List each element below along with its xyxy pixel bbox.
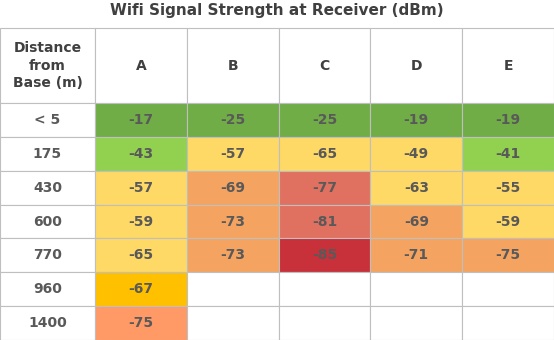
Text: -71: -71 xyxy=(404,248,429,262)
Bar xyxy=(0,28,95,103)
Text: -67: -67 xyxy=(129,282,153,296)
Text: -75: -75 xyxy=(495,248,521,262)
Bar xyxy=(95,306,187,340)
Bar xyxy=(0,103,95,137)
Text: A: A xyxy=(136,58,146,72)
Bar xyxy=(279,171,371,205)
Text: D: D xyxy=(411,58,422,72)
Bar xyxy=(187,306,279,340)
Text: 960: 960 xyxy=(33,282,62,296)
Bar xyxy=(187,238,279,272)
Text: -59: -59 xyxy=(129,215,153,228)
Text: -65: -65 xyxy=(312,147,337,161)
Bar xyxy=(187,103,279,137)
Bar xyxy=(279,103,371,137)
Bar xyxy=(462,137,554,171)
Text: < 5: < 5 xyxy=(34,113,60,127)
Bar xyxy=(462,238,554,272)
Bar xyxy=(95,238,187,272)
Bar xyxy=(371,238,462,272)
Bar xyxy=(462,306,554,340)
Text: -69: -69 xyxy=(404,215,429,228)
Bar xyxy=(462,103,554,137)
Text: 1400: 1400 xyxy=(28,316,67,330)
Bar xyxy=(462,171,554,205)
Text: -41: -41 xyxy=(495,147,521,161)
Bar xyxy=(95,205,187,238)
Text: Distance
from
Base (m): Distance from Base (m) xyxy=(13,41,83,90)
Text: -43: -43 xyxy=(129,147,153,161)
Text: -19: -19 xyxy=(495,113,521,127)
Text: -17: -17 xyxy=(129,113,153,127)
Text: -57: -57 xyxy=(220,147,245,161)
Text: B: B xyxy=(227,58,238,72)
Bar xyxy=(462,205,554,238)
Bar xyxy=(0,306,95,340)
Bar xyxy=(0,272,95,306)
Text: -77: -77 xyxy=(312,181,337,194)
Text: -65: -65 xyxy=(129,248,153,262)
Bar xyxy=(95,137,187,171)
Bar xyxy=(279,137,371,171)
Bar xyxy=(371,103,462,137)
Text: -73: -73 xyxy=(220,248,245,262)
Bar xyxy=(371,306,462,340)
Text: -57: -57 xyxy=(129,181,153,194)
Text: 770: 770 xyxy=(33,248,62,262)
Bar xyxy=(187,28,279,103)
Bar xyxy=(371,205,462,238)
Bar xyxy=(95,28,187,103)
Text: -19: -19 xyxy=(404,113,429,127)
Text: -85: -85 xyxy=(312,248,337,262)
Bar xyxy=(187,137,279,171)
Text: -55: -55 xyxy=(495,181,521,194)
Bar xyxy=(0,171,95,205)
Bar xyxy=(0,205,95,238)
Bar xyxy=(95,103,187,137)
Text: -63: -63 xyxy=(404,181,429,194)
Text: -75: -75 xyxy=(129,316,153,330)
Bar xyxy=(462,28,554,103)
Text: -69: -69 xyxy=(220,181,245,194)
Bar xyxy=(187,205,279,238)
Text: -73: -73 xyxy=(220,215,245,228)
Text: -49: -49 xyxy=(404,147,429,161)
Bar xyxy=(95,272,187,306)
Bar xyxy=(0,137,95,171)
Text: C: C xyxy=(319,58,330,72)
Bar xyxy=(462,272,554,306)
Text: -59: -59 xyxy=(495,215,521,228)
Text: 175: 175 xyxy=(33,147,62,161)
Bar xyxy=(279,28,371,103)
Text: 600: 600 xyxy=(33,215,62,228)
Bar xyxy=(279,238,371,272)
Bar xyxy=(371,171,462,205)
Bar xyxy=(371,272,462,306)
Text: -25: -25 xyxy=(220,113,245,127)
Text: -25: -25 xyxy=(312,113,337,127)
Bar xyxy=(95,171,187,205)
Bar xyxy=(279,205,371,238)
Bar xyxy=(0,238,95,272)
Bar xyxy=(371,137,462,171)
Bar xyxy=(187,171,279,205)
Text: 430: 430 xyxy=(33,181,62,194)
Bar xyxy=(187,272,279,306)
Bar xyxy=(279,272,371,306)
Bar xyxy=(279,306,371,340)
Bar xyxy=(371,28,462,103)
Text: E: E xyxy=(504,58,513,72)
Text: -81: -81 xyxy=(312,215,337,228)
Text: Wifi Signal Strength at Receiver (dBm): Wifi Signal Strength at Receiver (dBm) xyxy=(110,2,444,17)
